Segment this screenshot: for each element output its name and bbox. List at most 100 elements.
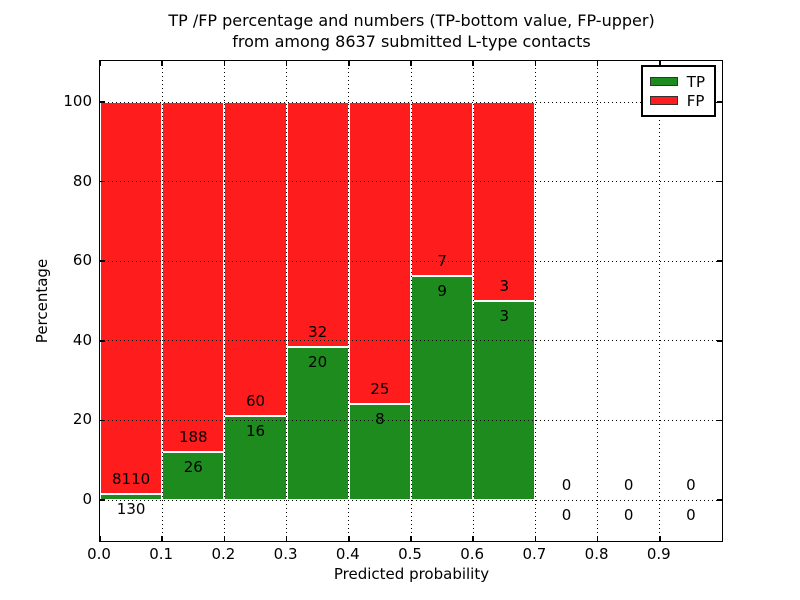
x-tick-label-0.7: 0.7: [522, 545, 547, 563]
y-tick-label-20: 20: [72, 410, 92, 429]
bar-label-tp-bin8: 0: [623, 506, 634, 524]
x-tick-bottom-0.9: [659, 536, 661, 541]
x-tick-label-0.1: 0.1: [149, 545, 174, 563]
x-tick-bottom-0.5: [410, 536, 412, 541]
bar-label-fp-bin0: 8110: [112, 469, 151, 488]
gridline-x-0.3: [286, 61, 288, 541]
bar-segment-fp-bin1: [162, 102, 225, 452]
gridline-x-0.4: [348, 61, 350, 541]
y-tick-label-80: 80: [72, 171, 92, 190]
y-tick-label-0: 0: [82, 490, 92, 508]
x-tick-top-0.4: [348, 61, 350, 66]
legend-label-tp: TP: [686, 72, 705, 91]
x-tick-label-0.4: 0.4: [335, 545, 360, 563]
bar-segment-fp-bin6: [473, 102, 536, 301]
x-tick-label-0.3: 0.3: [273, 545, 298, 563]
y-tick-right-0: [717, 499, 722, 501]
bar-label-fp-bin3: 32: [308, 322, 328, 341]
x-tick-label-0.5: 0.5: [398, 545, 422, 563]
bar-label-fp-bin2: 60: [245, 392, 266, 411]
bar-segment-tp-bin4: [348, 403, 411, 500]
y-tick-left-0: [100, 499, 105, 501]
x-tick-bottom-0.8: [596, 536, 599, 541]
x-tick-top-0.2: [223, 61, 226, 66]
bar-label-tp-bin6: 3: [499, 307, 510, 325]
x-tick-label-0.2: 0.2: [211, 545, 236, 563]
bar-segment-tp-bin6: [473, 301, 536, 500]
plot-area: TP FP 8110 130 188 26 60 16 32 20 25 8 7 9 3 3 0 0 0 0 0 0: [99, 60, 723, 542]
x-tick-top-0.9: [659, 61, 661, 66]
gridline-x-0.6: [472, 61, 474, 541]
bar-label-tp-bin5: 9: [437, 282, 447, 301]
gridline-x-0.2: [223, 61, 225, 541]
bar-label-tp-bin0: 130: [116, 499, 146, 518]
legend-label-fp: FP: [686, 91, 705, 110]
x-tick-label-0.8: 0.8: [584, 545, 609, 563]
legend: TP FP: [640, 65, 716, 117]
bar-segment-tp-bin1: [162, 451, 225, 500]
bar-segment-fp-bin2: [224, 102, 287, 417]
chart-title-line1: TP /FP percentage and numbers (TP-bottom…: [168, 11, 655, 30]
x-tick-top-0.3: [285, 61, 288, 66]
y-tick-right-60: [717, 260, 722, 262]
y-tick-right-20: [717, 419, 722, 422]
x-tick-top-0.5: [410, 61, 412, 66]
x-axis-label: Predicted probability: [333, 565, 490, 583]
x-tick-top-0.8: [596, 61, 599, 66]
bar-label-tp-bin3: 20: [308, 352, 328, 371]
bar-label-tp-bin7: 0: [561, 506, 572, 524]
gridline-x-0.1: [161, 61, 163, 541]
bar-label-tp-bin9: 0: [686, 506, 696, 524]
bar-label-fp-bin4: 25: [370, 379, 390, 398]
fp-color-swatch-icon: [649, 96, 678, 105]
bar-label-fp-bin1: 188: [178, 427, 208, 446]
bar-label-tp-bin4: 8: [375, 409, 385, 428]
legend-entry-tp: TP: [649, 72, 705, 91]
y-tick-right-100: [717, 101, 722, 103]
bar-label-fp-bin7: 0: [561, 476, 572, 494]
y-tick-label-40: 40: [72, 330, 92, 349]
bar-label-fp-bin8: 0: [623, 476, 634, 494]
y-tick-left-80: [100, 180, 105, 183]
bar-segment-tp-bin2: [224, 416, 287, 500]
y-tick-left-40: [100, 340, 105, 342]
y-tick-left-60: [100, 260, 105, 262]
bar-segment-fp-bin3: [286, 102, 349, 347]
x-tick-label-0.0: 0.0: [87, 545, 111, 563]
legend-entry-fp: FP: [649, 91, 705, 110]
x-tick-bottom-0.7: [534, 536, 537, 541]
bar-label-tp-bin2: 16: [245, 422, 266, 441]
bar-segment-fp-bin4: [348, 102, 411, 404]
x-tick-bottom-0.4: [348, 536, 350, 541]
gridline-x-0.7: [534, 61, 536, 541]
gridline-x-0.8: [597, 61, 599, 541]
bar-segment-tp-bin5: [411, 276, 474, 500]
x-tick-bottom-0.2: [223, 536, 226, 541]
x-tick-top-0.1: [161, 61, 163, 66]
bar-segment-tp-bin3: [286, 346, 349, 500]
y-tick-right-80: [717, 180, 722, 183]
x-tick-bottom-0.3: [285, 536, 288, 541]
y-tick-label-100: 100: [63, 92, 92, 110]
x-tick-bottom-0.6: [472, 536, 474, 541]
bar-segment-fp-bin5: [411, 102, 474, 277]
y-tick-left-20: [100, 419, 105, 422]
y-tick-right-40: [717, 340, 722, 342]
x-tick-top-0.7: [534, 61, 537, 66]
bar-label-fp-bin9: 0: [686, 476, 696, 494]
x-tick-top-0.0: [99, 61, 101, 66]
gridline-x-0.5: [410, 61, 412, 541]
y-tick-label-60: 60: [72, 251, 92, 270]
tp-color-swatch-icon: [649, 77, 678, 86]
chart-title-line2: from among 8637 submitted L-type contact…: [232, 32, 591, 51]
bar-label-fp-bin6: 3: [499, 277, 510, 295]
x-tick-bottom-0.1: [161, 536, 163, 541]
x-tick-top-0.6: [472, 61, 474, 66]
x-tick-bottom-0.0: [99, 536, 101, 541]
x-tick-label-0.6: 0.6: [460, 545, 485, 563]
gridline-x-0.9: [659, 61, 661, 541]
chart-title: TP /FP percentage and numbers (TP-bottom…: [99, 10, 724, 52]
x-tick-label-0.9: 0.9: [646, 545, 671, 563]
bar-segment-fp-bin0: [100, 102, 163, 494]
